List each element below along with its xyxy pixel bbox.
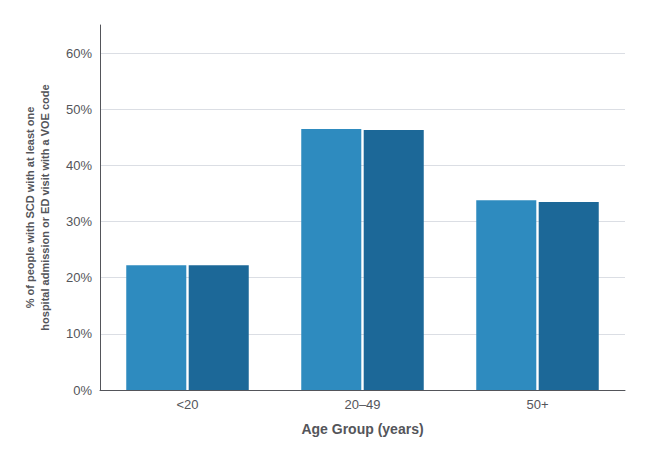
svg-text:0%: 0% <box>73 383 92 398</box>
svg-text:hospital admission or ED visit: hospital admission or ED visit with a VO… <box>39 84 51 330</box>
svg-text:30%: 30% <box>66 214 92 229</box>
svg-text:50%: 50% <box>66 102 92 117</box>
svg-text:10%: 10% <box>66 326 92 341</box>
svg-text:20–49: 20–49 <box>344 397 380 412</box>
svg-text:Age Group (years): Age Group (years) <box>301 421 423 437</box>
svg-text:60%: 60% <box>66 46 92 61</box>
svg-text:40%: 40% <box>66 158 92 173</box>
svg-text:<20: <20 <box>176 397 198 412</box>
svg-text:20%: 20% <box>66 270 92 285</box>
svg-text:50+: 50+ <box>526 397 548 412</box>
svg-text:% of people with SCD with at l: % of people with SCD with at least one <box>24 107 36 309</box>
